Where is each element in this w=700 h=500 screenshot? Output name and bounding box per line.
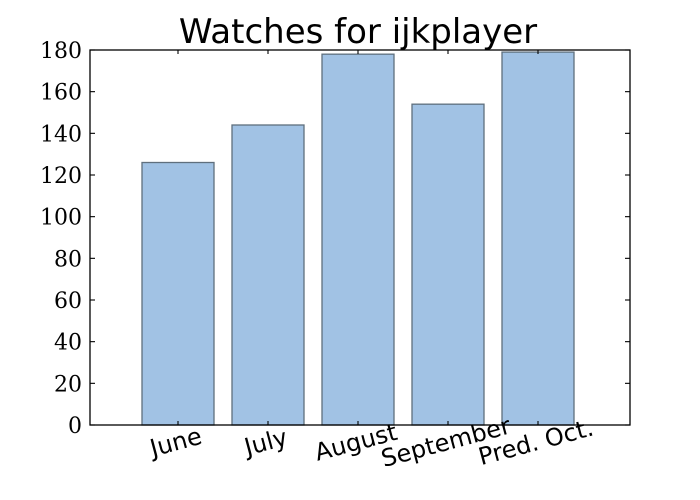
x-tick-label: July — [240, 423, 291, 462]
chart-title: Watches for ijkplayer — [179, 12, 537, 52]
bar-pred-oct — [501, 51, 575, 426]
bar-june — [141, 161, 215, 426]
y-tick-label: 160 — [40, 81, 82, 106]
y-tick-label: 80 — [54, 247, 82, 272]
plot-frame — [89, 49, 631, 426]
y-tick-label: 20 — [54, 372, 82, 397]
y-tick-label: 140 — [40, 122, 82, 147]
bars-layer — [141, 51, 575, 426]
y-tick-label: 180 — [40, 39, 82, 64]
x-tick-label: June — [145, 422, 205, 463]
y-axis: 0 20 40 60 80 100 120 140 160 180 — [40, 39, 630, 439]
y-tick-label: 100 — [40, 206, 82, 231]
y-tick-label: 40 — [54, 331, 82, 356]
bar-july — [231, 124, 305, 426]
bar-september — [411, 103, 485, 426]
y-tick-label: 60 — [54, 289, 82, 314]
y-tick-label: 0 — [68, 414, 82, 439]
bar-august — [321, 53, 395, 426]
y-tick-label: 120 — [40, 164, 82, 189]
